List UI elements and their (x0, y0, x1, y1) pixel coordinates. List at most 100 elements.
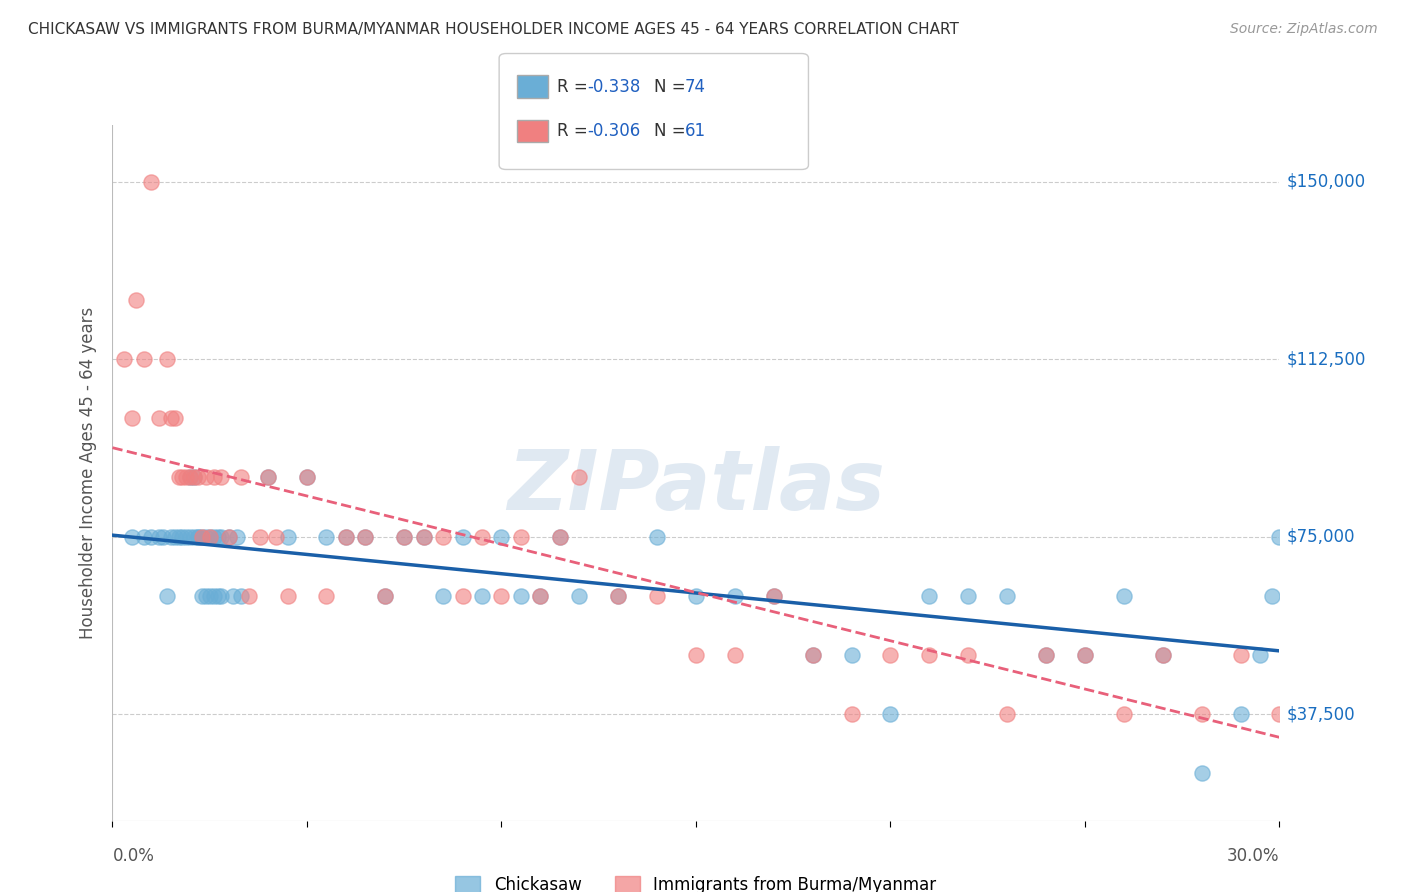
Chickasaw (1249, 648, 1271, 662)
Immigrants from Burma/Myanmar (762, 589, 785, 603)
Immigrants from Burma/Myanmar (315, 589, 337, 603)
Immigrants from Burma/Myanmar (194, 470, 217, 484)
Chickasaw (1268, 530, 1291, 544)
Immigrants from Burma/Myanmar (995, 707, 1018, 722)
Chickasaw (918, 589, 941, 603)
Immigrants from Burma/Myanmar (229, 470, 252, 484)
Text: $150,000: $150,000 (1286, 173, 1365, 191)
Immigrants from Burma/Myanmar (156, 352, 179, 367)
Chickasaw (207, 530, 229, 544)
Chickasaw (156, 589, 179, 603)
Chickasaw (194, 589, 217, 603)
Chickasaw (548, 530, 571, 544)
Chickasaw (160, 530, 183, 544)
Chickasaw (167, 530, 190, 544)
Text: N =: N = (654, 78, 690, 95)
Immigrants from Burma/Myanmar (257, 470, 280, 484)
Chickasaw (1308, 589, 1330, 603)
Chickasaw (1152, 648, 1174, 662)
Chickasaw (1229, 707, 1251, 722)
Y-axis label: Householder Income Ages 45 - 64 years: Householder Income Ages 45 - 64 years (79, 307, 97, 639)
Text: R =: R = (557, 122, 593, 140)
Chickasaw (1191, 766, 1213, 780)
Immigrants from Burma/Myanmar (1191, 707, 1213, 722)
Immigrants from Burma/Myanmar (132, 352, 155, 367)
Chickasaw (568, 589, 591, 603)
Chickasaw (183, 530, 205, 544)
Chickasaw (1112, 589, 1135, 603)
Immigrants from Burma/Myanmar (1229, 648, 1251, 662)
Chickasaw (529, 589, 551, 603)
Immigrants from Burma/Myanmar (491, 589, 513, 603)
Immigrants from Burma/Myanmar (568, 470, 591, 484)
Chickasaw (187, 530, 209, 544)
Text: $75,000: $75,000 (1286, 528, 1355, 546)
Chickasaw (471, 589, 494, 603)
Chickasaw (176, 530, 198, 544)
Immigrants from Burma/Myanmar (685, 648, 707, 662)
Immigrants from Burma/Myanmar (918, 648, 941, 662)
Chickasaw (412, 530, 434, 544)
Text: Source: ZipAtlas.com: Source: ZipAtlas.com (1230, 22, 1378, 37)
Immigrants from Burma/Myanmar (1035, 648, 1057, 662)
Chickasaw (222, 589, 245, 603)
Chickasaw (209, 589, 232, 603)
Chickasaw (202, 530, 225, 544)
Immigrants from Burma/Myanmar (183, 470, 205, 484)
Chickasaw (152, 530, 174, 544)
Chickasaw (491, 530, 513, 544)
Chickasaw (179, 470, 201, 484)
Chickasaw (172, 530, 194, 544)
Immigrants from Burma/Myanmar (529, 589, 551, 603)
Text: -0.306: -0.306 (588, 122, 641, 140)
Immigrants from Burma/Myanmar (202, 470, 225, 484)
Immigrants from Burma/Myanmar (179, 470, 201, 484)
Immigrants from Burma/Myanmar (374, 589, 396, 603)
Chickasaw (257, 470, 280, 484)
Chickasaw (295, 470, 318, 484)
Immigrants from Burma/Myanmar (335, 530, 357, 544)
Chickasaw (148, 530, 170, 544)
Immigrants from Burma/Myanmar (354, 530, 377, 544)
Immigrants from Burma/Myanmar (121, 411, 143, 425)
Legend: Chickasaw, Immigrants from Burma/Myanmar: Chickasaw, Immigrants from Burma/Myanmar (447, 868, 945, 892)
Chickasaw (187, 530, 209, 544)
Text: ZIPatlas: ZIPatlas (508, 446, 884, 527)
Chickasaw (202, 589, 225, 603)
Chickasaw (207, 589, 229, 603)
Chickasaw (209, 530, 232, 544)
Immigrants from Burma/Myanmar (163, 411, 186, 425)
Immigrants from Burma/Myanmar (167, 470, 190, 484)
Chickasaw (801, 648, 824, 662)
Immigrants from Burma/Myanmar (471, 530, 494, 544)
Chickasaw (879, 707, 901, 722)
Immigrants from Burma/Myanmar (724, 648, 747, 662)
Immigrants from Burma/Myanmar (176, 470, 198, 484)
Chickasaw (432, 589, 454, 603)
Chickasaw (218, 530, 240, 544)
Immigrants from Burma/Myanmar (125, 293, 148, 307)
Chickasaw (163, 530, 186, 544)
Immigrants from Burma/Myanmar (1074, 648, 1097, 662)
Immigrants from Burma/Myanmar (264, 530, 287, 544)
Text: 0.0%: 0.0% (112, 847, 155, 865)
Text: R =: R = (557, 78, 593, 95)
Chickasaw (724, 589, 747, 603)
Immigrants from Burma/Myanmar (238, 589, 260, 603)
Immigrants from Burma/Myanmar (160, 411, 183, 425)
Chickasaw (374, 589, 396, 603)
Chickasaw (121, 530, 143, 544)
Chickasaw (1260, 589, 1282, 603)
Text: 74: 74 (685, 78, 706, 95)
Immigrants from Burma/Myanmar (841, 707, 863, 722)
Immigrants from Burma/Myanmar (198, 530, 221, 544)
Immigrants from Burma/Myanmar (249, 530, 271, 544)
Chickasaw (198, 589, 221, 603)
Immigrants from Burma/Myanmar (451, 589, 474, 603)
Chickasaw (315, 530, 337, 544)
Chickasaw (762, 589, 785, 603)
Text: $112,500: $112,500 (1286, 351, 1365, 368)
Chickasaw (841, 648, 863, 662)
Chickasaw (509, 589, 531, 603)
Immigrants from Burma/Myanmar (645, 589, 668, 603)
